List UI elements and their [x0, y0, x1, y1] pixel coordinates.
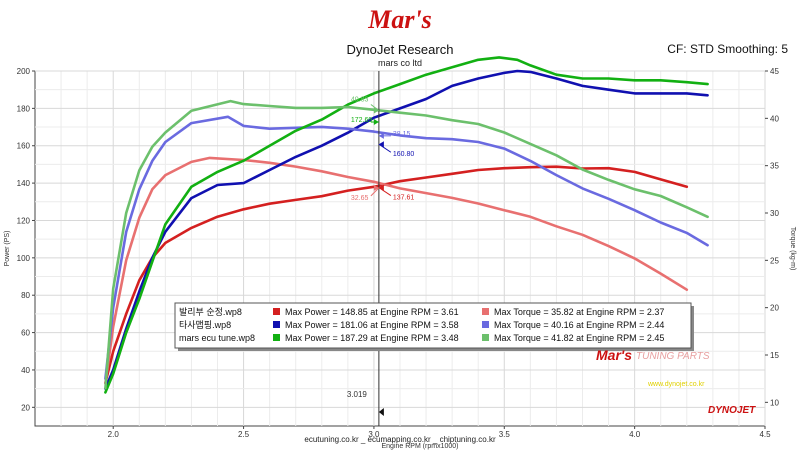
- legend-file-name: 타사맵핑.wp8: [179, 319, 231, 330]
- y2-tick-label: 15: [770, 351, 779, 360]
- y2-tick-label: 20: [770, 304, 779, 313]
- annotation-value: 160.80: [393, 151, 415, 158]
- cursor-arrow-icon: [378, 408, 384, 416]
- annotation-arrow-icon: [373, 184, 379, 191]
- y-tick-label: 40: [21, 366, 30, 375]
- y-tick-label: 180: [17, 104, 31, 113]
- legend-power-swatch: [273, 308, 280, 315]
- legend-max-torque: Max Torque = 35.82 at Engine RPM = 2.37: [494, 307, 664, 317]
- dynojet-brand: DYNOJET: [708, 405, 756, 416]
- watermark-url: www.dynojet.co.kr: [647, 381, 705, 388]
- y-tick-label: 120: [17, 216, 31, 225]
- x-axis-label: Engine RPM (rpmx1000): [381, 443, 458, 450]
- legend-max-power: Max Power = 148.85 at Engine RPM = 3.61: [285, 307, 459, 317]
- x-tick-label: 3.5: [499, 430, 511, 439]
- series-line-power: [104, 56, 709, 394]
- legend-torque-swatch: [482, 321, 489, 328]
- logo-text: Mar's: [367, 5, 432, 34]
- legend-torque-swatch: [482, 334, 489, 341]
- legend: 발리부 순정.wp8 Max Power = 148.85 at Engine R…: [174, 302, 694, 351]
- y-tick-label: 160: [17, 142, 31, 151]
- watermark-tuning-parts: TUNING PARTS: [636, 351, 710, 362]
- annotation-value: 137.61: [393, 195, 415, 202]
- axis-ticks: 2.0 2.5 3.0 3.5 4.0 4.5 20 40 60 80 100 120 140 160 18…: [17, 67, 780, 439]
- x-tick-label: 3.0: [368, 430, 380, 439]
- annotation-value: 172.69: [351, 117, 373, 124]
- y-tick-label: 100: [17, 254, 31, 263]
- y2-tick-label: 30: [770, 209, 779, 218]
- legend-box: [174, 302, 692, 349]
- series-line-torque: [104, 156, 689, 385]
- cursor-annotations: 40.83 172.69 38.15 160.80 32.65 137.61: [351, 96, 415, 201]
- y-tick-label: 140: [17, 179, 31, 188]
- x-tick-label: 2.0: [108, 430, 120, 439]
- legend-power-swatch: [273, 321, 280, 328]
- y-tick-label: 80: [21, 291, 30, 300]
- footer-links: ecutuning.co.kr _ ecumapping.co.kr _ chi…: [304, 435, 496, 444]
- y2-axis-label: Torque (kg-m): [789, 227, 796, 271]
- annotation-leader: [378, 187, 392, 196]
- mars-logo: Mar's: [367, 5, 432, 34]
- chart-subtitle: mars co ltd: [377, 58, 422, 68]
- y-tick-label: 60: [21, 329, 30, 338]
- y2-tick-label: 35: [770, 162, 779, 171]
- legend-power-swatch: [273, 334, 280, 341]
- legend-max-power: Max Power = 187.29 at Engine RPM = 3.48: [285, 333, 459, 343]
- y2-tick-label: 10: [770, 398, 779, 407]
- y2-tick-label: 25: [770, 256, 779, 265]
- annotation-leader: [370, 104, 380, 111]
- annotation-arrow-icon: [373, 107, 379, 114]
- annotation-arrow-icon: [378, 141, 384, 148]
- series-line-torque: [104, 115, 709, 380]
- cursor-value-label: 3.019: [347, 390, 368, 399]
- x-tick-label: 4.0: [629, 430, 641, 439]
- annotation-leader: [370, 187, 380, 197]
- chart-title: DynoJet Research: [346, 42, 454, 57]
- annotation-leader: [378, 143, 392, 153]
- y-tick-label: 20: [21, 403, 30, 412]
- y2-tick-label: 45: [770, 67, 779, 76]
- y-axis-label: Power (PS): [4, 231, 11, 267]
- legend-max-torque: Max Torque = 41.82 at Engine RPM = 2.45: [494, 333, 664, 343]
- legend-max-torque: Max Torque = 40.16 at Engine RPM = 2.44: [494, 320, 664, 330]
- legend-file-name: 발리부 순정.wp8: [179, 307, 242, 317]
- annotation-arrow-icon: [378, 184, 384, 191]
- y-tick-label: 200: [17, 67, 31, 76]
- annotation-value: 38.15: [393, 131, 411, 138]
- annotation-value: 32.65: [351, 195, 369, 202]
- annotation-arrow-icon: [373, 119, 379, 126]
- x-tick-label: 2.5: [238, 430, 250, 439]
- legend-max-power: Max Power = 181.06 at Engine RPM = 3.58: [285, 320, 459, 330]
- legend-file-name: mars ecu tune.wp8: [179, 333, 255, 343]
- annotation-arrow-icon: [378, 132, 384, 139]
- correction-factor-info: CF: STD Smoothing: 5: [667, 42, 788, 56]
- watermark-logo: Mar's: [596, 347, 632, 363]
- y2-tick-label: 40: [770, 114, 779, 123]
- annotation-value: 40.83: [351, 96, 369, 103]
- legend-torque-swatch: [482, 308, 489, 315]
- x-tick-label: 4.5: [759, 430, 771, 439]
